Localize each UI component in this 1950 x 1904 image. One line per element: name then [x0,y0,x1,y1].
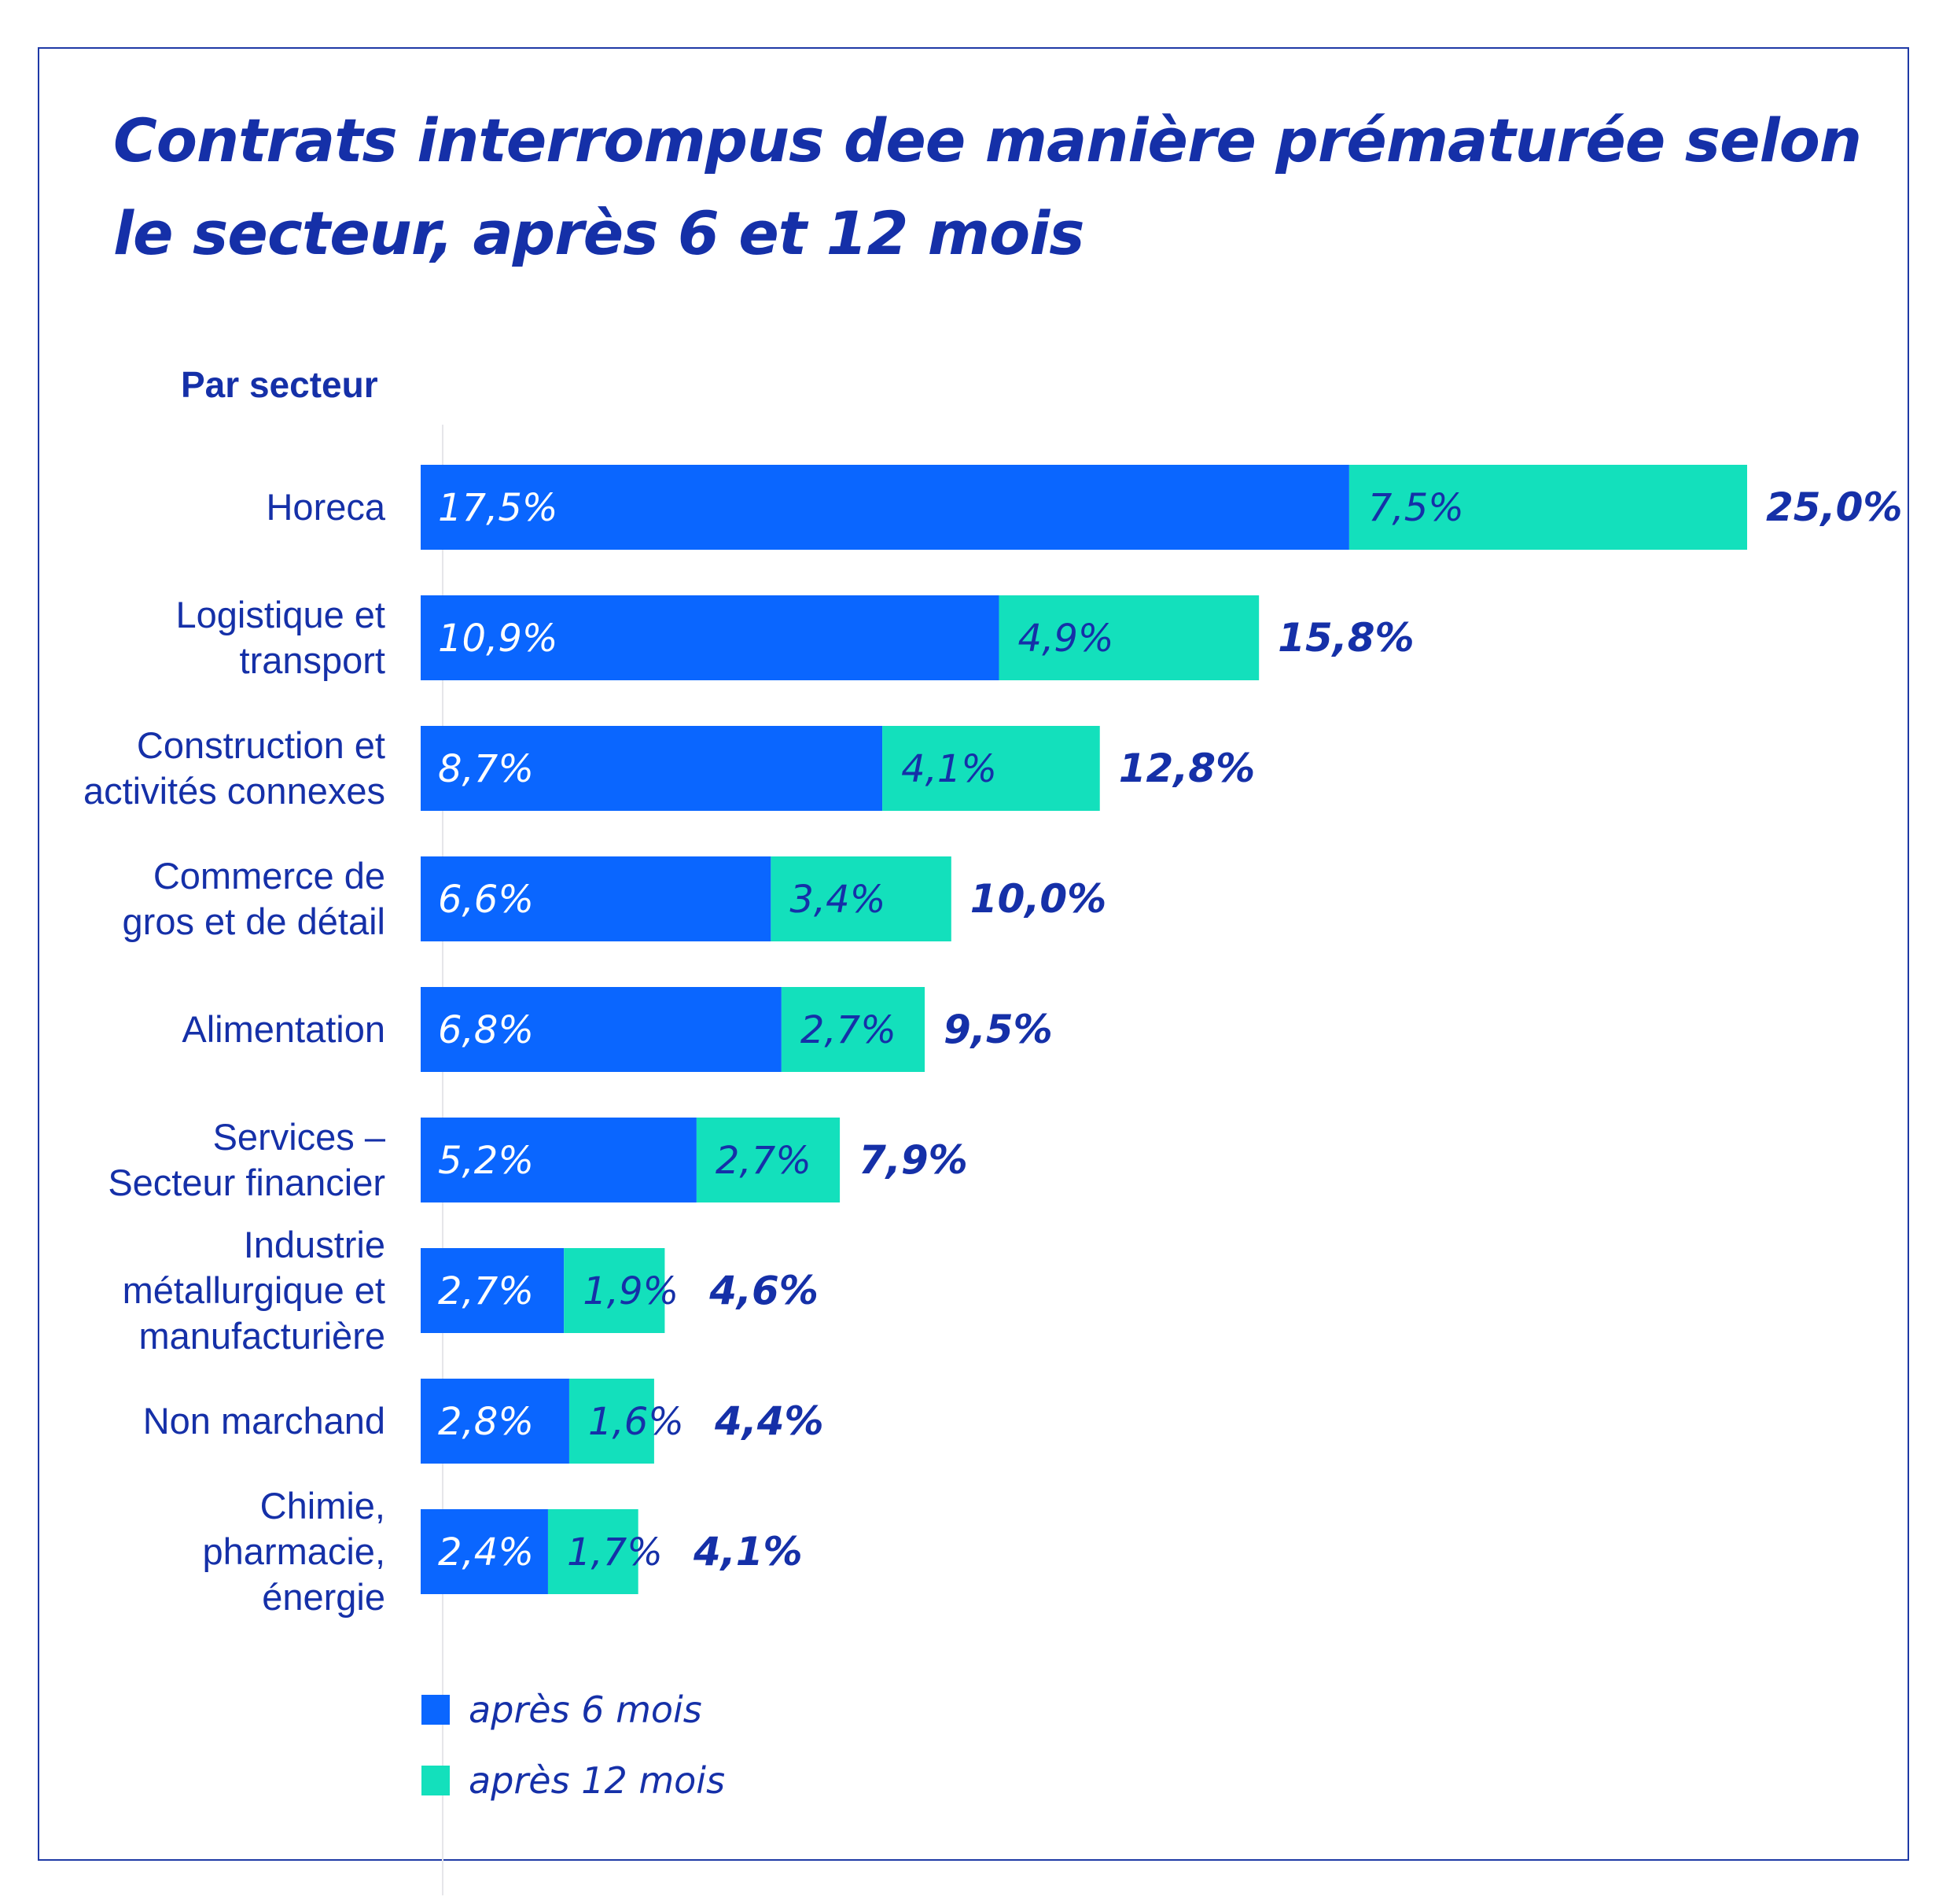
category-label-line: Horeca [266,486,385,528]
total-label: 12,8% [1119,746,1255,791]
bar-apres-6-mois [421,856,771,941]
category-label: Logistique et transport [175,594,385,681]
total-label: 10,0% [970,876,1106,922]
category-label-line: Logistique et [175,594,385,635]
category-label-line: Non marchand [143,1400,385,1442]
bar-apres-6-mois [421,1509,548,1594]
category-label: Construction et activités connexes [83,724,385,812]
legend-item-12-mois-label: après 12 mois [469,1759,725,1802]
value-label-12-mois: 4,9% [1018,617,1114,661]
bar-apres-12-mois [568,1379,654,1464]
total-label: 7,9% [859,1137,968,1183]
category-label: Alimentation [182,1008,385,1050]
category-label-line: Services – [213,1116,386,1158]
bar-apres-6-mois [421,1118,697,1202]
category-label-line: activités connexes [83,770,385,812]
value-label-12-mois: 7,5% [1368,486,1464,530]
value-label-6-mois: 6,6% [438,878,534,922]
bars-group: Horeca 17,5% 7,5% 25,0% Logistique et transpo… [83,465,1902,1618]
value-label-6-mois: 5,2% [438,1139,534,1183]
value-label-12-mois: 4,1% [901,747,997,791]
value-label-6-mois: 2,8% [438,1400,534,1444]
bar-apres-12-mois [547,1509,638,1594]
bar-apres-6-mois [421,987,782,1072]
category-label: Industrie métallurgique et manufacturière [123,1224,385,1357]
category-label-line: Secteur financier [108,1162,385,1203]
category-label: Horeca [266,486,385,528]
value-label-6-mois: 2,4% [438,1530,534,1574]
bar-apres-12-mois [781,987,925,1072]
category-label-line: pharmacie, [203,1530,386,1572]
category-label-line: transport [240,639,385,681]
bar-apres-12-mois [1348,465,1747,550]
value-label-12-mois: 1,9% [583,1269,679,1313]
bar-apres-6-mois [421,726,883,811]
legend-item-6-mois-swatch [421,1695,450,1725]
category-label-line: Chimie, [260,1485,385,1527]
legend-item-6-mois-label: après 6 mois [469,1689,702,1731]
category-label-line: énergie [262,1576,385,1618]
total-label: 4,4% [714,1398,824,1444]
total-label: 15,8% [1278,615,1414,661]
value-label-12-mois: 2,7% [800,1008,896,1052]
legend: après 6 mois après 12 mois [421,1689,725,1802]
total-label: 25,0% [1766,484,1902,530]
category-label-line: Construction et [137,724,385,766]
value-label-6-mois: 8,7% [438,747,534,791]
chart-subtitle: Par secteur [181,364,378,405]
value-label-6-mois: 17,5% [438,486,557,530]
bar-apres-12-mois [882,726,1100,811]
category-label-line: Commerce de [153,855,385,897]
category-label-line: manufacturière [139,1315,386,1357]
bar-apres-6-mois [421,595,999,680]
legend-item-12-mois-swatch [421,1766,450,1795]
chart-frame [38,47,1909,1861]
category-label: Chimie, pharmacie, énergie [203,1485,386,1618]
total-label: 9,5% [944,1007,1053,1052]
total-label: 4,6% [708,1268,819,1313]
category-label: Services – Secteur financier [108,1116,386,1203]
category-label-line: Alimentation [182,1008,385,1050]
value-label-12-mois: 3,4% [789,878,885,922]
chart-title: Contrats interrompus dee manière prématu… [113,105,1862,268]
value-label-6-mois: 2,7% [438,1269,534,1313]
bar-apres-12-mois [999,595,1260,680]
category-label-line: Industrie [244,1224,385,1265]
bar-apres-6-mois [421,1248,565,1333]
value-label-12-mois: 1,7% [567,1530,663,1574]
total-label: 4,1% [693,1529,803,1574]
value-label-6-mois: 6,8% [438,1008,534,1052]
category-label-line: métallurgique et [123,1269,385,1311]
bar-apres-6-mois [421,465,1349,550]
bar-apres-6-mois [421,1379,569,1464]
value-label-12-mois: 2,7% [716,1139,811,1183]
category-label: Commerce de gros et de détail [123,855,385,942]
bar-apres-12-mois [564,1248,665,1333]
category-label-line: gros et de détail [123,900,385,942]
bar-apres-12-mois [696,1118,841,1202]
category-label: Non marchand [143,1400,385,1442]
bar-apres-12-mois [771,856,951,941]
value-label-6-mois: 10,9% [438,617,557,661]
value-label-12-mois: 1,6% [588,1400,684,1444]
